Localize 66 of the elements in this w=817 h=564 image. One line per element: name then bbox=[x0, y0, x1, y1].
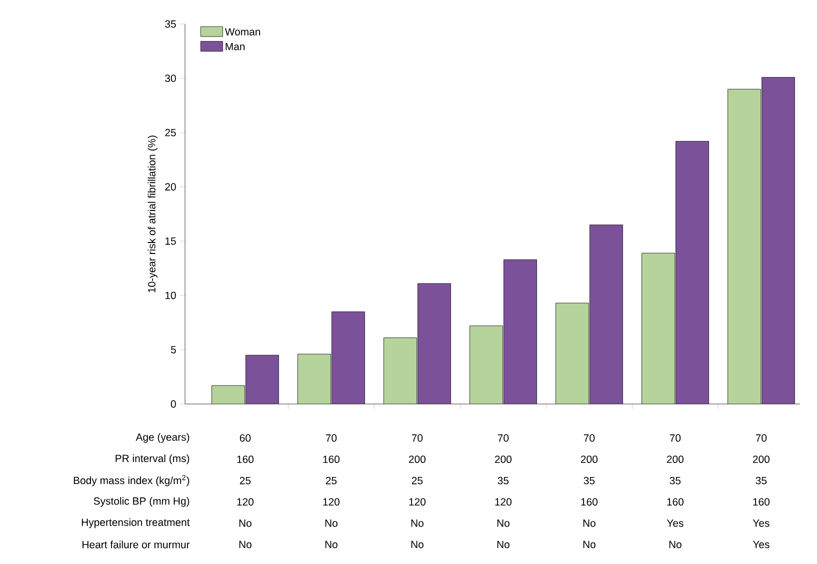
text: Yes bbox=[666, 520, 684, 527]
text: No bbox=[325, 520, 338, 527]
y-tick-label: 10 bbox=[165, 292, 176, 300]
bar bbox=[728, 88, 761, 404]
text: No bbox=[669, 540, 682, 548]
text: Age (years) bbox=[136, 433, 190, 443]
text: 120 bbox=[495, 498, 512, 506]
text: 25 bbox=[326, 476, 337, 484]
text: 35 bbox=[756, 476, 767, 484]
legend-label: Woman bbox=[224, 28, 260, 36]
text: 120 bbox=[323, 498, 340, 506]
text: No bbox=[325, 540, 338, 548]
text: PR interval (ms) bbox=[116, 454, 190, 464]
bar bbox=[556, 302, 589, 404]
text: 160 bbox=[753, 498, 770, 506]
bar bbox=[298, 354, 331, 404]
text: No bbox=[239, 540, 252, 548]
y-tick-label: 15 bbox=[165, 238, 176, 245]
bar bbox=[212, 385, 245, 404]
text: Body mass index (kg/m$^{2}$) bbox=[74, 474, 190, 486]
y-tick-label: 35 bbox=[165, 20, 176, 28]
text: 60 bbox=[240, 434, 251, 442]
text: 160 bbox=[323, 456, 340, 464]
text: 200 bbox=[495, 456, 512, 464]
text: 160 bbox=[237, 456, 254, 464]
text: No bbox=[411, 540, 424, 548]
y-tick-label: 20 bbox=[165, 183, 176, 191]
text: 35 bbox=[584, 476, 595, 484]
y-tick-label: 5 bbox=[170, 346, 176, 354]
text: 120 bbox=[237, 498, 254, 506]
text: Heart failure or murmur bbox=[82, 540, 190, 548]
text: 160 bbox=[667, 498, 684, 506]
text: No bbox=[239, 520, 252, 527]
text: 35 bbox=[670, 476, 681, 484]
text: 200 bbox=[667, 456, 684, 464]
legend-label: Man bbox=[226, 42, 245, 50]
text: No bbox=[583, 540, 596, 548]
text: Yes bbox=[752, 520, 770, 527]
text: 70 bbox=[670, 434, 681, 442]
text: 160 bbox=[581, 498, 598, 506]
text: 25 bbox=[412, 476, 423, 484]
y-tick-label: 30 bbox=[165, 74, 176, 82]
y-tick-label: 25 bbox=[165, 128, 176, 136]
text: No bbox=[497, 540, 510, 548]
bar bbox=[470, 326, 503, 404]
text: No bbox=[497, 520, 510, 527]
text: 70 bbox=[498, 434, 509, 442]
text: 70 bbox=[584, 434, 595, 442]
text: 200 bbox=[753, 456, 770, 464]
text: 70 bbox=[412, 434, 423, 442]
text: No bbox=[583, 520, 596, 527]
text: 120 bbox=[409, 498, 426, 506]
text: Hypertension treatment bbox=[82, 518, 190, 528]
text: 70 bbox=[326, 434, 337, 442]
bar bbox=[384, 338, 417, 404]
y-axis-title: 10-year risk of atrial fibrillation (%) bbox=[148, 136, 158, 292]
text: 25 bbox=[240, 476, 251, 484]
text: 200 bbox=[409, 456, 426, 464]
text: 35 bbox=[498, 476, 509, 484]
text: No bbox=[411, 520, 424, 527]
text: Systolic BP (mm Hg) bbox=[94, 497, 190, 507]
text: 200 bbox=[581, 456, 598, 464]
text: Yes bbox=[752, 540, 770, 548]
text: 70 bbox=[756, 434, 767, 442]
bar bbox=[642, 252, 675, 404]
y-tick-label: 0 bbox=[170, 400, 176, 408]
